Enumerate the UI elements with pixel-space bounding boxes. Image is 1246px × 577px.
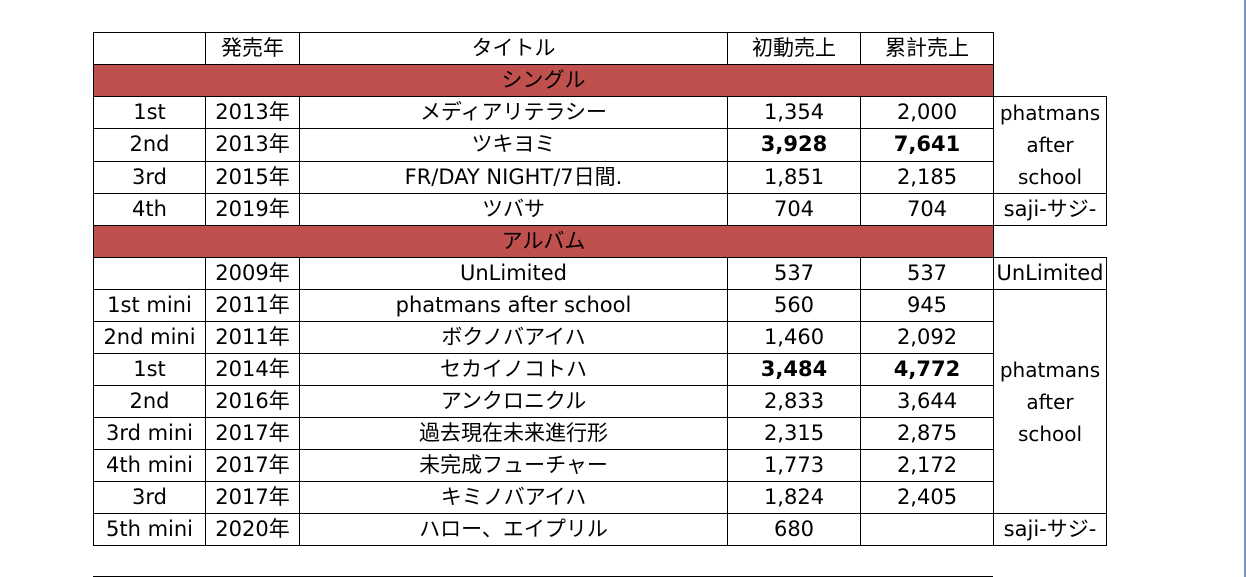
header-total-sales: 累計売上 bbox=[860, 32, 994, 65]
section-label: アルバム bbox=[93, 225, 994, 258]
row-title: メディアリテラシー bbox=[299, 95, 728, 130]
row-total-sales: 945 bbox=[860, 289, 994, 322]
row-first-sales: 1,354 bbox=[727, 95, 861, 130]
row-total-sales: 537 bbox=[860, 257, 994, 290]
row-title: セカイノコトハ bbox=[299, 353, 728, 386]
row-first-sales: 3,928 bbox=[727, 128, 861, 162]
table-row: 2nd mini 2011年 ボクノバアイハ 1,460 2,092 bbox=[93, 321, 1107, 354]
window-edge bbox=[1244, 0, 1246, 577]
row-year: 2017年 bbox=[205, 481, 300, 514]
row-title: キミノバアイハ bbox=[299, 481, 728, 514]
row-title: ボクノバアイハ bbox=[299, 321, 728, 354]
row-title: ハロー、エイプリル bbox=[299, 513, 728, 546]
row-first-sales: 2,833 bbox=[727, 385, 861, 418]
table-row: 3rd 2015年 FR/DAY NIGHT/7日間. 1,851 2,185 bbox=[93, 160, 1107, 195]
section-label: シングル bbox=[93, 64, 994, 97]
row-number: 5th mini bbox=[93, 513, 206, 546]
row-total-sales: 3,644 bbox=[860, 385, 994, 418]
row-year: 2011年 bbox=[205, 289, 300, 322]
row-total-sales: 2,000 bbox=[860, 95, 994, 130]
row-credit: phatmans after school bbox=[993, 289, 1107, 514]
header-release-year: 発売年 bbox=[205, 32, 300, 65]
row-year: 2017年 bbox=[205, 449, 300, 482]
table-row: 1st 2013年 メディアリテラシー 1,354 2,000 phatmans… bbox=[93, 95, 1107, 194]
row-title: ツバサ bbox=[299, 193, 728, 226]
section-singles: シングル bbox=[93, 64, 1107, 97]
row-year: 2015年 bbox=[205, 160, 300, 195]
row-year: 2020年 bbox=[205, 513, 300, 546]
table-row: 3rd 2017年 キミノバアイハ 1,824 2,405 bbox=[93, 481, 1107, 514]
header-blank bbox=[994, 33, 1107, 65]
row-year: 2016年 bbox=[205, 385, 300, 418]
row-number: 4th mini bbox=[93, 449, 206, 482]
table-row: 4th mini 2017年 未完成フューチャー 1,773 2,172 bbox=[93, 449, 1107, 482]
row-title: アンクロニクル bbox=[299, 385, 728, 418]
row-number: 4th bbox=[93, 193, 206, 226]
table-row: 2nd 2013年 ツキヨミ 3,928 7,641 bbox=[93, 128, 1107, 162]
row-first-sales: 1,460 bbox=[727, 321, 861, 354]
row-first-sales: 2,315 bbox=[727, 417, 861, 450]
row-number: 1st mini bbox=[93, 289, 206, 322]
row-total-sales: 2,875 bbox=[860, 417, 994, 450]
table-row: 2009年 UnLimited 537 537 UnLimited bbox=[93, 257, 1107, 290]
row-title: FR/DAY NIGHT/7日間. bbox=[299, 160, 728, 195]
row-first-sales: 1,773 bbox=[727, 449, 861, 482]
row-number: 2nd bbox=[93, 128, 206, 162]
row-first-sales: 704 bbox=[727, 193, 861, 226]
row-year: 2014年 bbox=[205, 353, 300, 386]
row-credit: UnLimited bbox=[993, 257, 1107, 290]
discography-table: 発売年 タイトル 初動売上 累計売上 シングル 1st 2013年 メディアリテ… bbox=[93, 32, 1107, 546]
row-title: phatmans after school bbox=[299, 289, 728, 322]
table-row: 1st 2014年 セカイノコトハ 3,484 4,772 bbox=[93, 353, 1107, 386]
section-albums: アルバム bbox=[93, 225, 1107, 258]
row-total-sales: 7,641 bbox=[860, 128, 994, 162]
row-title: 過去現在未来進行形 bbox=[299, 417, 728, 450]
row-year: 2011年 bbox=[205, 321, 300, 354]
row-number: 3rd bbox=[93, 160, 206, 195]
table-row: 3rd mini 2017年 過去現在未来進行形 2,315 2,875 bbox=[93, 417, 1107, 450]
row-number: 1st bbox=[93, 353, 206, 386]
row-number bbox=[93, 257, 206, 290]
row-year: 2017年 bbox=[205, 417, 300, 450]
row-first-sales: 680 bbox=[727, 513, 861, 546]
header-title: タイトル bbox=[299, 32, 728, 65]
row-title: ツキヨミ bbox=[299, 128, 728, 162]
row-title: UnLimited bbox=[299, 257, 728, 290]
row-total-sales: 2,092 bbox=[860, 321, 994, 354]
table-row: 2nd 2016年 アンクロニクル 2,833 3,644 bbox=[93, 385, 1107, 418]
row-title: 未完成フューチャー bbox=[299, 449, 728, 482]
row-total-sales: 2,405 bbox=[860, 481, 994, 514]
row-number: 3rd mini bbox=[93, 417, 206, 450]
row-first-sales: 1,824 bbox=[727, 481, 861, 514]
table-row: 4th 2019年 ツバサ 704 704 saji-サジ- bbox=[93, 193, 1107, 226]
row-year: 2009年 bbox=[205, 257, 300, 290]
row-year: 2013年 bbox=[205, 95, 300, 130]
header-number bbox=[93, 32, 206, 65]
header-row: 発売年 タイトル 初動売上 累計売上 bbox=[93, 32, 1107, 65]
row-first-sales: 560 bbox=[727, 289, 861, 322]
row-number: 1st bbox=[93, 95, 206, 130]
row-total-sales: 4,772 bbox=[860, 353, 994, 386]
table-row: 5th mini 2020年 ハロー、エイプリル 680 saji-サジ- bbox=[93, 513, 1107, 546]
row-total-sales bbox=[860, 513, 994, 546]
row-credit: saji-サジ- bbox=[993, 513, 1107, 546]
row-first-sales: 1,851 bbox=[727, 160, 861, 195]
row-number: 2nd mini bbox=[93, 321, 206, 354]
row-credit: saji-サジ- bbox=[993, 193, 1107, 226]
row-number: 3rd bbox=[93, 481, 206, 514]
table-row: 1st mini 2011年 phatmans after school 560… bbox=[93, 289, 1107, 514]
row-credit: phatmans after school bbox=[993, 96, 1107, 194]
row-total-sales: 2,185 bbox=[860, 160, 994, 195]
row-total-sales: 2,172 bbox=[860, 449, 994, 482]
row-first-sales: 3,484 bbox=[727, 353, 861, 386]
row-total-sales: 704 bbox=[860, 193, 994, 226]
row-number: 2nd bbox=[93, 385, 206, 418]
header-first-week-sales: 初動売上 bbox=[727, 32, 861, 65]
row-first-sales: 537 bbox=[727, 257, 861, 290]
row-year: 2013年 bbox=[205, 128, 300, 162]
row-year: 2019年 bbox=[205, 193, 300, 226]
